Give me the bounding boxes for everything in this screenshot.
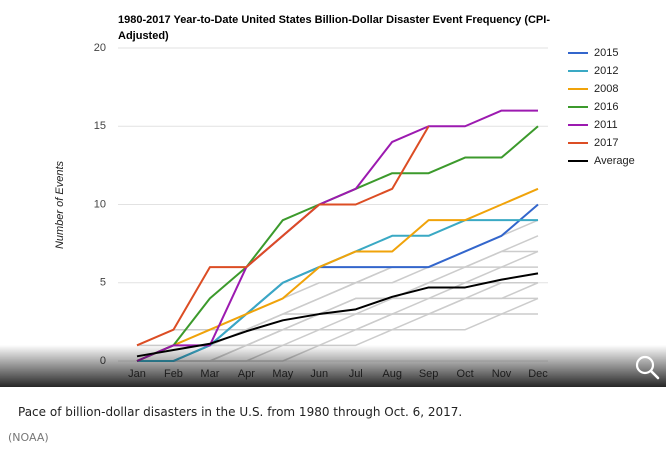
x-tick-label: Apr: [238, 368, 255, 380]
x-tick-label: Aug: [382, 368, 402, 380]
x-tick-label: May: [272, 368, 293, 380]
x-tick-label: Feb: [164, 368, 183, 380]
y-tick-label: 15: [94, 120, 106, 132]
x-tick-label: Oct: [457, 368, 474, 380]
credit: (NOAA): [8, 431, 49, 444]
legend-label: 2008: [594, 83, 618, 95]
x-tick-label: Dec: [528, 368, 548, 380]
legend-label: 2011: [594, 119, 618, 131]
legend-label: 2017: [594, 137, 618, 149]
legend-label: 2012: [594, 65, 618, 77]
x-tick-label: Jun: [310, 368, 328, 380]
legend-label: 2015: [594, 47, 618, 59]
chart-title: 1980-2017 Year-to-Date United States Bil…: [118, 14, 550, 42]
caption: Pace of billion-dollar disasters in the …: [18, 405, 463, 419]
background-line: [136, 282, 538, 347]
x-tick-label: Jul: [349, 368, 363, 380]
y-tick-label: 0: [100, 355, 106, 367]
chart: 0 5 10 15 20 Jan Feb Mar Apr May Jun Jul Aug Sep Oct No…: [54, 42, 635, 380]
legend-label: Average: [594, 155, 635, 167]
series-line: [136, 272, 539, 358]
series-line: [136, 187, 539, 362]
y-tick-label: 20: [94, 42, 106, 54]
y-tick-label: 5: [100, 277, 106, 289]
x-tick-label: Jan: [128, 368, 146, 380]
zoom-button[interactable]: [632, 352, 662, 382]
series-line: [136, 125, 430, 347]
legend-label: 2016: [594, 101, 618, 113]
y-axis-label: Number of Events: [54, 160, 66, 249]
x-tick-label: Sep: [419, 368, 439, 380]
x-tick-label: Nov: [492, 368, 512, 380]
series-line: [136, 125, 539, 362]
y-tick-label: 10: [94, 198, 106, 210]
x-tick-label: Mar: [200, 368, 219, 380]
